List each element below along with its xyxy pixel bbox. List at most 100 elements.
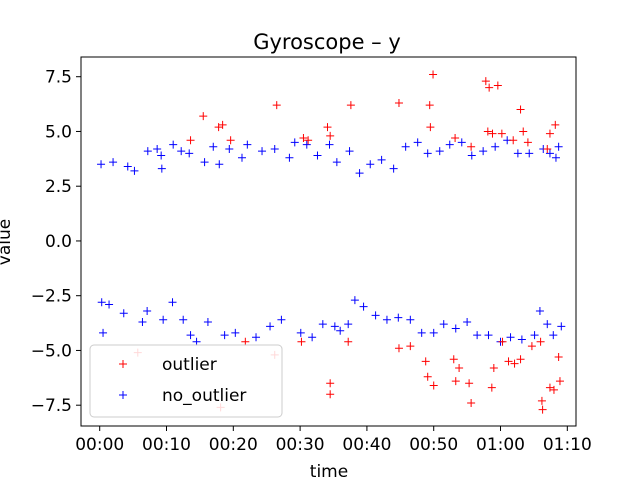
outlier-point bbox=[536, 337, 545, 346]
no-outlier-point bbox=[417, 328, 426, 337]
no-outlier-point bbox=[413, 138, 422, 147]
no-outlier-point bbox=[313, 151, 322, 160]
no-outlier-point bbox=[491, 142, 500, 151]
no-outlier-point bbox=[484, 331, 493, 340]
no-outlier-point bbox=[237, 153, 246, 162]
no-outlier-point bbox=[325, 140, 334, 149]
plot-area bbox=[80, 56, 577, 427]
no-outlier-point bbox=[355, 169, 364, 178]
no-outlier-point bbox=[359, 302, 368, 311]
no-outlier-point bbox=[463, 317, 472, 326]
no-outlier-point bbox=[473, 331, 482, 340]
no-outlier-point bbox=[554, 142, 563, 151]
no-outlier-point bbox=[277, 315, 286, 324]
outlier-point bbox=[199, 112, 208, 121]
outlier-point bbox=[510, 359, 519, 368]
no-outlier-point bbox=[99, 328, 108, 337]
no-outlier-point bbox=[330, 322, 339, 331]
outlier-point bbox=[214, 123, 223, 132]
no-outlier-point bbox=[445, 140, 454, 149]
y-tick-label: 5.0 bbox=[45, 122, 72, 142]
no-outlier-point bbox=[543, 320, 552, 329]
outlier-point bbox=[538, 405, 547, 414]
no-outlier-point bbox=[109, 158, 118, 167]
no-outlier-point bbox=[401, 142, 410, 151]
no-outlier-point bbox=[290, 138, 299, 147]
no-outlier-point bbox=[231, 328, 240, 337]
no-outlier-point bbox=[382, 315, 391, 324]
no-outlier-point bbox=[457, 138, 466, 147]
outlier-point bbox=[451, 134, 460, 143]
outlier-point bbox=[449, 355, 458, 364]
outlier-point bbox=[344, 337, 353, 346]
outlier-point bbox=[218, 120, 227, 129]
no-outlier-point bbox=[186, 331, 195, 340]
no-outlier-point bbox=[192, 337, 201, 346]
legend-label-no-outlier: no_outlier bbox=[162, 386, 246, 406]
legend-box bbox=[89, 344, 283, 418]
no-outlier-point bbox=[157, 164, 166, 173]
outlier-point bbox=[451, 377, 460, 386]
outlier-point bbox=[467, 142, 476, 151]
x-tick-label: 01:00 bbox=[476, 435, 525, 455]
outlier-point bbox=[537, 396, 546, 405]
outlier-point bbox=[406, 342, 415, 351]
no-outlier-point bbox=[225, 144, 234, 153]
x-axis-title: time bbox=[310, 462, 348, 480]
no-outlier-point bbox=[138, 317, 147, 326]
no-outlier-point bbox=[350, 296, 359, 305]
legend-marker-plus bbox=[119, 360, 127, 368]
x-tick-label: 00:50 bbox=[409, 435, 458, 455]
outlier-point bbox=[326, 131, 335, 140]
no-outlier-point bbox=[185, 149, 194, 158]
no-outlier-point bbox=[243, 140, 252, 149]
scatter-layer bbox=[97, 70, 566, 414]
no-outlier-point bbox=[215, 160, 224, 169]
no-outlier-point bbox=[200, 158, 209, 167]
no-outlier-point bbox=[345, 147, 354, 156]
no-outlier-point bbox=[439, 320, 448, 329]
legend-marker-plus bbox=[119, 391, 127, 399]
no-outlier-point bbox=[130, 166, 139, 175]
no-outlier-point bbox=[551, 153, 560, 162]
outlier-point bbox=[394, 98, 403, 107]
no-outlier-point bbox=[525, 149, 534, 158]
legend: outlier no_outlier bbox=[89, 344, 283, 418]
no-outlier-point bbox=[203, 317, 212, 326]
outlier-point bbox=[429, 70, 438, 79]
outlier-point bbox=[493, 81, 502, 90]
no-outlier-point bbox=[389, 164, 398, 173]
x-tick-label: 00:30 bbox=[276, 435, 325, 455]
no-outlier-point bbox=[143, 147, 152, 156]
outlier-point bbox=[326, 379, 335, 388]
no-outlier-point bbox=[143, 307, 152, 316]
outlier-point bbox=[498, 337, 507, 346]
legend-marker-outlier bbox=[119, 360, 127, 368]
outlier-point bbox=[429, 381, 438, 390]
no-outlier-point bbox=[535, 307, 544, 316]
no-outlier-point bbox=[209, 142, 218, 151]
no-outlier-point bbox=[258, 147, 267, 156]
no-outlier-point bbox=[159, 315, 168, 324]
outlier-point bbox=[346, 101, 355, 110]
y-tick-label: 2.5 bbox=[45, 177, 72, 197]
y-tick-label: −7.5 bbox=[31, 396, 72, 416]
no-outlier-point bbox=[344, 320, 353, 329]
no-outlier-point bbox=[252, 333, 261, 342]
no-outlier-point bbox=[332, 158, 341, 167]
y-axis-title: value bbox=[0, 219, 15, 265]
outlier-point bbox=[549, 385, 558, 394]
no-outlier-point bbox=[479, 147, 488, 156]
outlier-point bbox=[545, 383, 554, 392]
outlier-point bbox=[299, 134, 308, 143]
outlier-point bbox=[186, 136, 195, 145]
outlier-point bbox=[425, 101, 434, 110]
outlier-point bbox=[394, 344, 403, 353]
no-outlier-point bbox=[302, 140, 311, 149]
no-outlier-point bbox=[97, 160, 106, 169]
no-outlier-point bbox=[336, 326, 345, 335]
x-tick-label: 00:10 bbox=[142, 435, 191, 455]
chart-title: Gyroscope – y bbox=[253, 30, 401, 54]
no-outlier-point bbox=[105, 300, 114, 309]
